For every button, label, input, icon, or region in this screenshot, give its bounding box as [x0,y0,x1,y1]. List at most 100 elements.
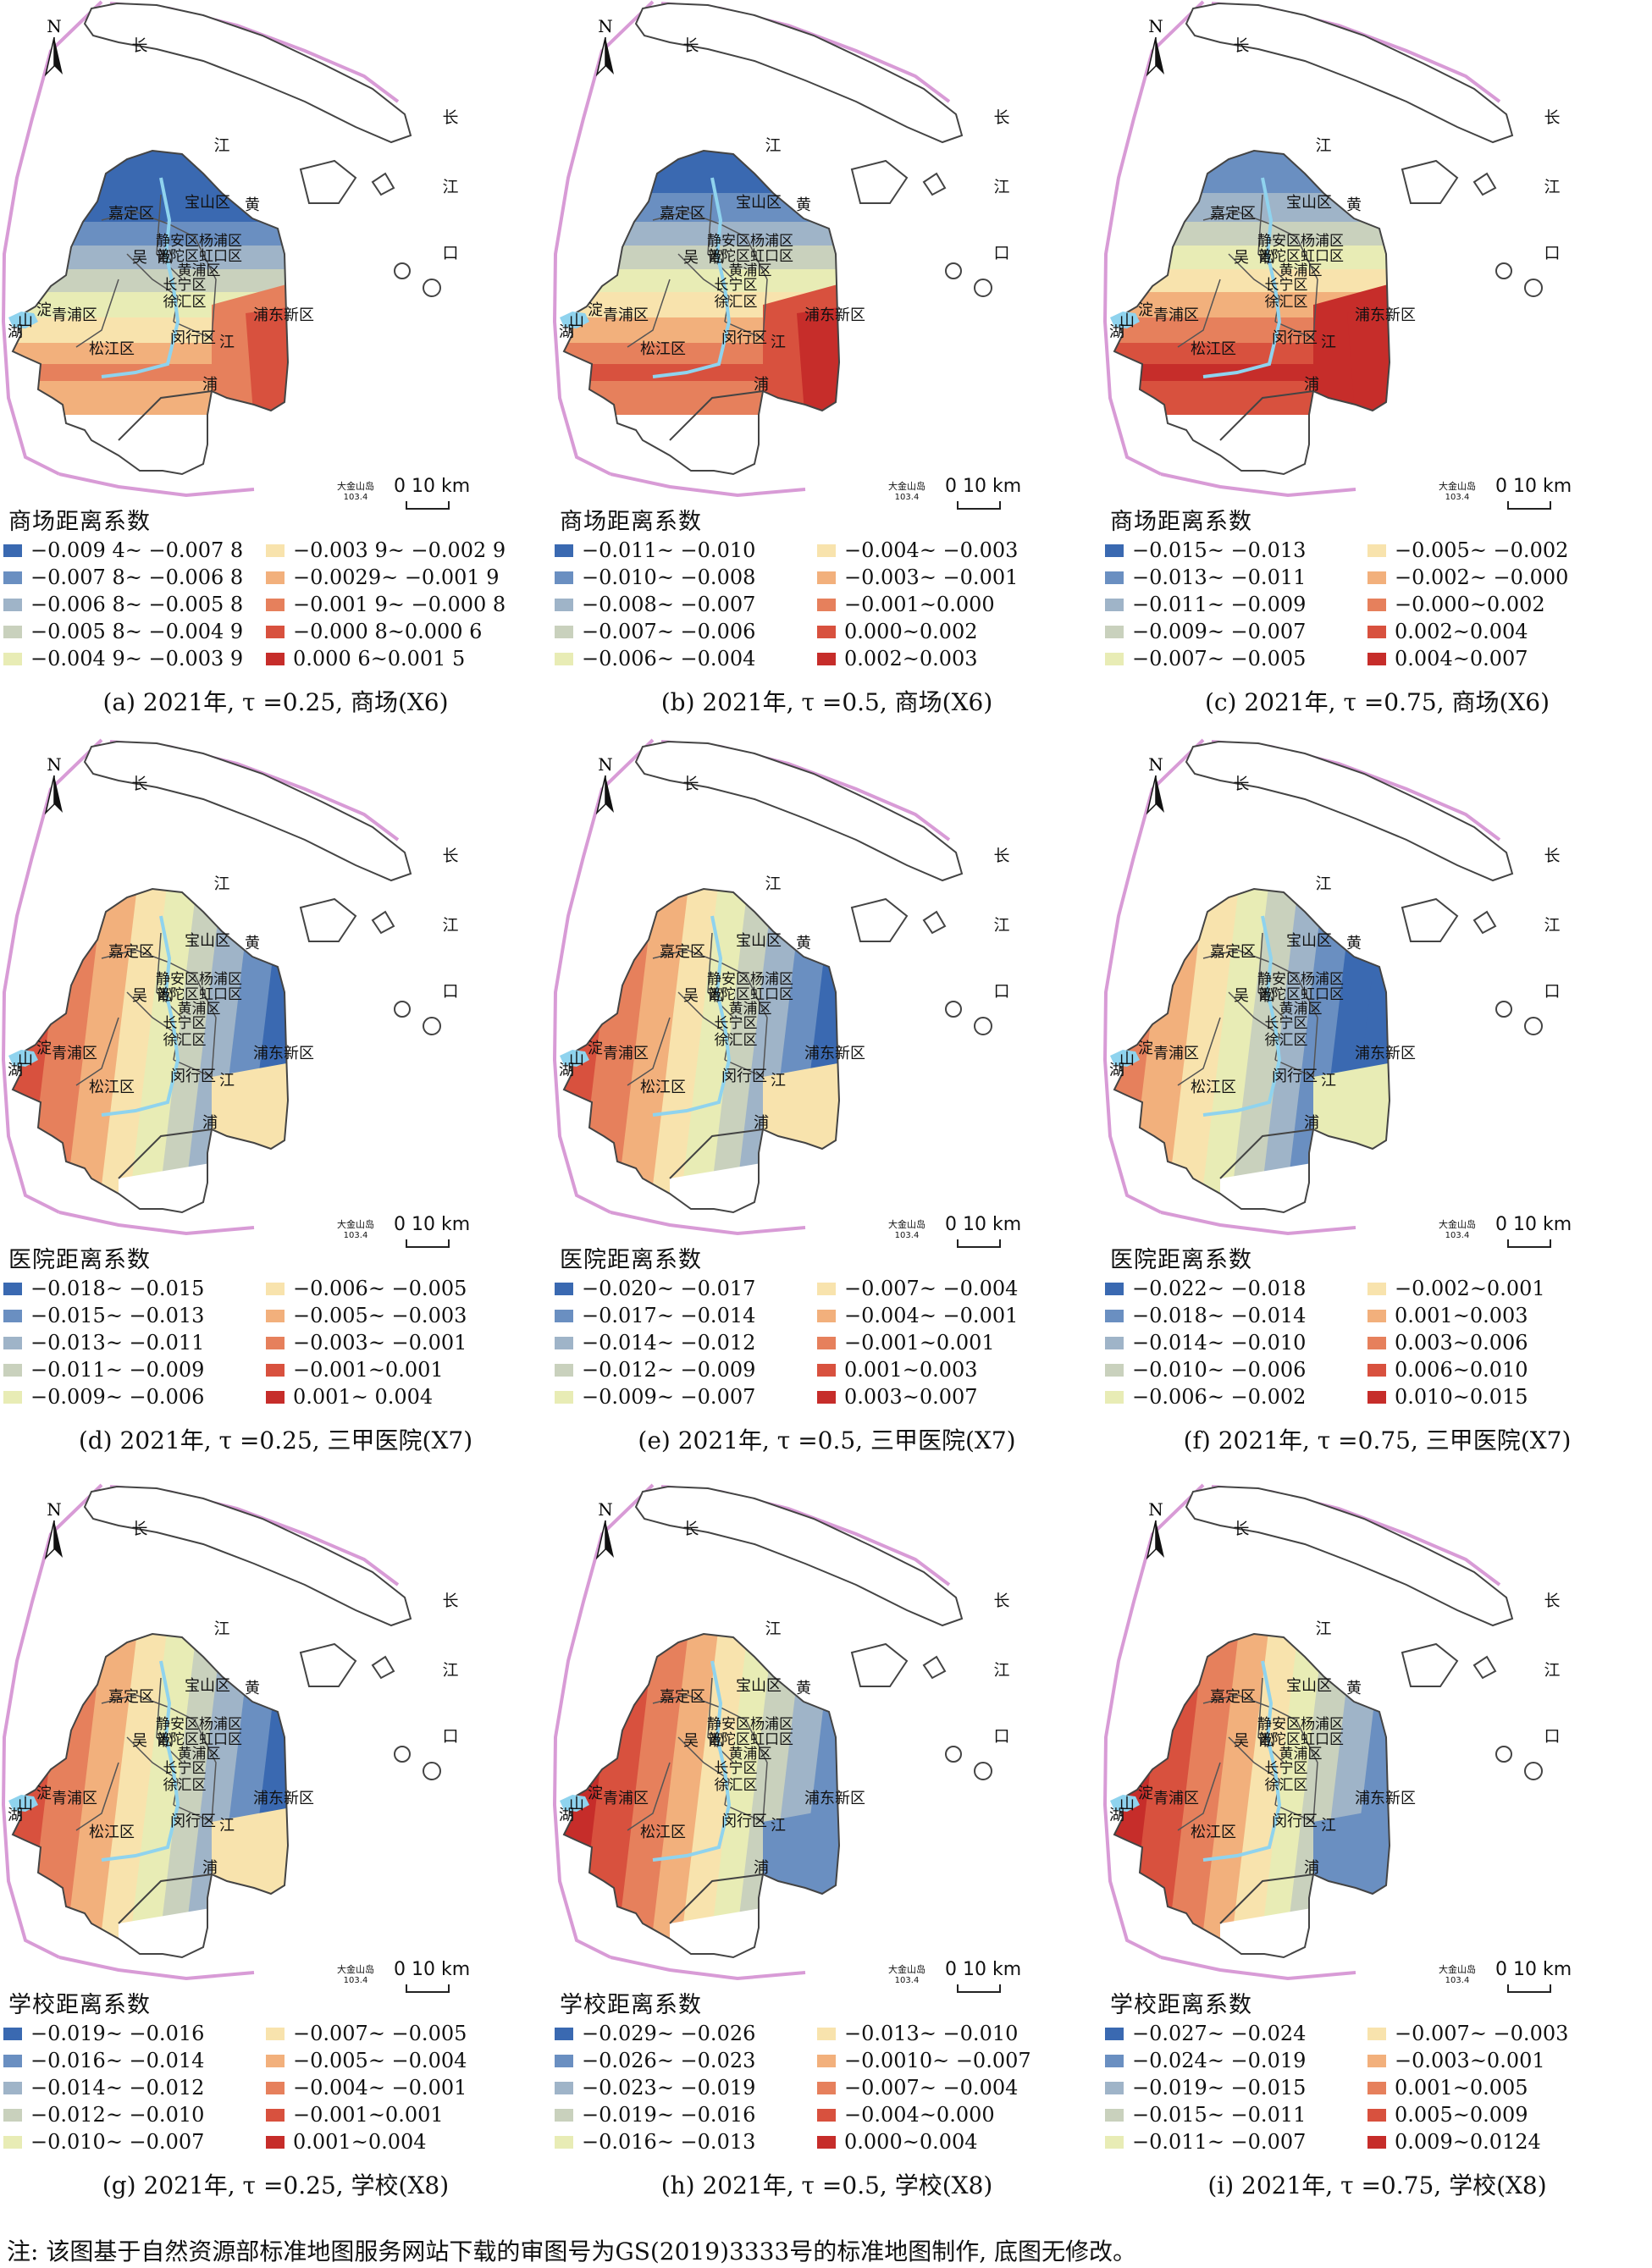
legend-item: −0.006~ −0.004 [555,645,817,672]
district-boundary [101,1694,196,1721]
district-boundary [669,1128,764,1179]
legend-swatch [1367,1363,1386,1377]
legend-swatch [817,1309,836,1322]
changxing-island [850,897,909,942]
putuo-hongkou-label: 普陀区虹口区 [156,1731,242,1748]
legend-label: −0.001~0.001 [293,1358,444,1382]
huangpu-river-label: 黄 [796,1680,811,1697]
legend-swatch [817,2135,836,2149]
legend-swatch [3,571,22,584]
district-boundary [1296,236,1318,339]
legend-swatch [555,2054,573,2067]
huangpu-river-label: 黄 [796,196,811,214]
legend-label: −0.003~0.001 [1395,2049,1545,2072]
minhang-label: 闵行区 [170,1813,216,1830]
dianshan-lake [8,312,38,328]
panel-caption: (i) 2021年, τ =0.75, 学校(X8) [1207,2171,1547,2199]
legend-item: −0.009~ −0.007 [555,1383,817,1410]
district-boundary [75,1017,119,1086]
legend-item: −0.001~0.000 [817,591,1088,618]
huangpu-label: 黄浦区 [729,262,772,279]
legend-swatch [266,598,285,611]
scale-label: 0 10 km [394,476,471,497]
legend-swatch [1105,2054,1124,2067]
legend-item: 0.006~0.010 [1367,1356,1638,1383]
estuary-label: 长 [993,847,1009,865]
legend-item: −0.013~ −0.011 [1105,564,1367,591]
estuary-label: 口 [442,982,458,1001]
north-arrow-icon: N [1146,754,1164,815]
dianshan-label: 山 [569,1051,584,1068]
map-panel-i: 长江长江口宝山区 嘉定区 静安区杨浦区 普陀区虹口区 黄浦区 长宁区 徐汇区 青浦区 闵行区 松江… [1102,1483,1652,2235]
legend-title: 商场距离系数 [560,509,702,535]
huangpu-river-label: 浦 [754,1859,769,1877]
putuo-hongkou-label: 普陀区虹口区 [707,986,793,1003]
legend-item: −0.018~ −0.015 [3,1275,266,1302]
huangpu-river-label: 黄 [1346,1680,1362,1697]
island-value: 103.4 [895,1231,920,1240]
estuary-label: 江 [442,1661,458,1680]
legend-label: −0.011~ −0.010 [582,538,756,562]
legend-swatch [555,2027,573,2040]
legend-swatch [1105,1336,1124,1349]
dianshan-label: 淀 [36,1040,52,1057]
sea-boundary-line [552,1483,655,1959]
north-arrow-icon: N [595,1499,614,1560]
legend-item: −0.009~ −0.006 [3,1383,266,1410]
legend-swatch [266,1336,285,1349]
sea-boundary-line [610,1956,806,1981]
legend-label: 0.002~0.004 [1395,620,1528,643]
district-boundary [652,1694,747,1721]
legend-label: −0.006~ −0.002 [1132,1385,1307,1409]
legend-item: −0.003~0.001 [1367,2047,1638,2074]
shanghai-map: 长江长江口宝山区嘉定区静安区杨浦区普陀区虹口区黄浦区长宁区徐汇区青浦区闵行区松江… [1,0,459,502]
scale-bar: 0 10 km [394,1959,546,1993]
sea-boundary-line [552,0,655,476]
legend-label: −0.017~ −0.014 [582,1304,756,1327]
district-boundary [627,279,671,348]
legend-item: −0.002~0.001 [1367,1275,1638,1302]
legend-label: −0.007~ −0.004 [844,1277,1019,1300]
pudong-label: 浦东新区 [253,1045,314,1062]
island-label: 大金山岛 [888,480,925,492]
hengsha-island [1472,172,1497,196]
legend-item: −0.011~ −0.010 [555,537,817,564]
huangpu-river [101,1660,180,1862]
legend: −0.019~ −0.016 −0.016~ −0.014 −0.014~ −0.0… [3,2020,545,2155]
minhang-label: 闵行区 [170,1068,216,1085]
chongming-island [634,2,964,144]
legend-item: −0.007~ −0.005 [1105,645,1367,672]
estuary-label: 江 [442,916,458,935]
legend-item: −0.019~ −0.016 [3,2020,266,2047]
legend-label: 0.006~0.010 [1395,1358,1528,1382]
qingpu-label: 青浦区 [52,1790,97,1807]
small-island [1524,1017,1543,1035]
north-arrow-icon: N [44,1499,63,1560]
chongming-island [1185,2,1514,144]
legend-swatch [555,1309,573,1322]
yangtze-label: 江 [765,1620,781,1638]
estuary-label: 江 [1544,178,1560,196]
dianshan-label: 淀 [588,1040,603,1057]
legend-label: −0.014~ −0.012 [30,2076,205,2100]
legend-label: −0.004~ −0.003 [844,538,1019,562]
minhang-label: 闵行区 [170,329,216,347]
legend-label: −0.003~ −0.001 [293,1331,467,1355]
dianshan-label: 湖 [8,323,23,341]
legend-item: −0.019~ −0.015 [1105,2074,1367,2101]
legend-swatch [817,2081,836,2094]
legend-swatch [1367,2108,1386,2122]
jingan-yangpu-label: 静安区杨浦区 [156,233,242,250]
small-island [974,279,992,297]
estuary-label: 口 [993,982,1009,1001]
scale-bar-line [1507,1239,1551,1248]
xuhui-label: 徐汇区 [163,1032,207,1049]
legend-item: −0.011~ −0.009 [3,1356,266,1383]
estuary-label: 江 [993,178,1009,196]
north-label: N [47,754,62,775]
huangpu-river-label: 浦 [1304,1114,1319,1132]
scale-bar: 0 10 km [945,1959,1097,1993]
estuary-label: 口 [993,1727,1009,1746]
huangpu-river-label: 江 [771,1072,786,1090]
baoshan-label: 宝山区 [185,194,230,212]
